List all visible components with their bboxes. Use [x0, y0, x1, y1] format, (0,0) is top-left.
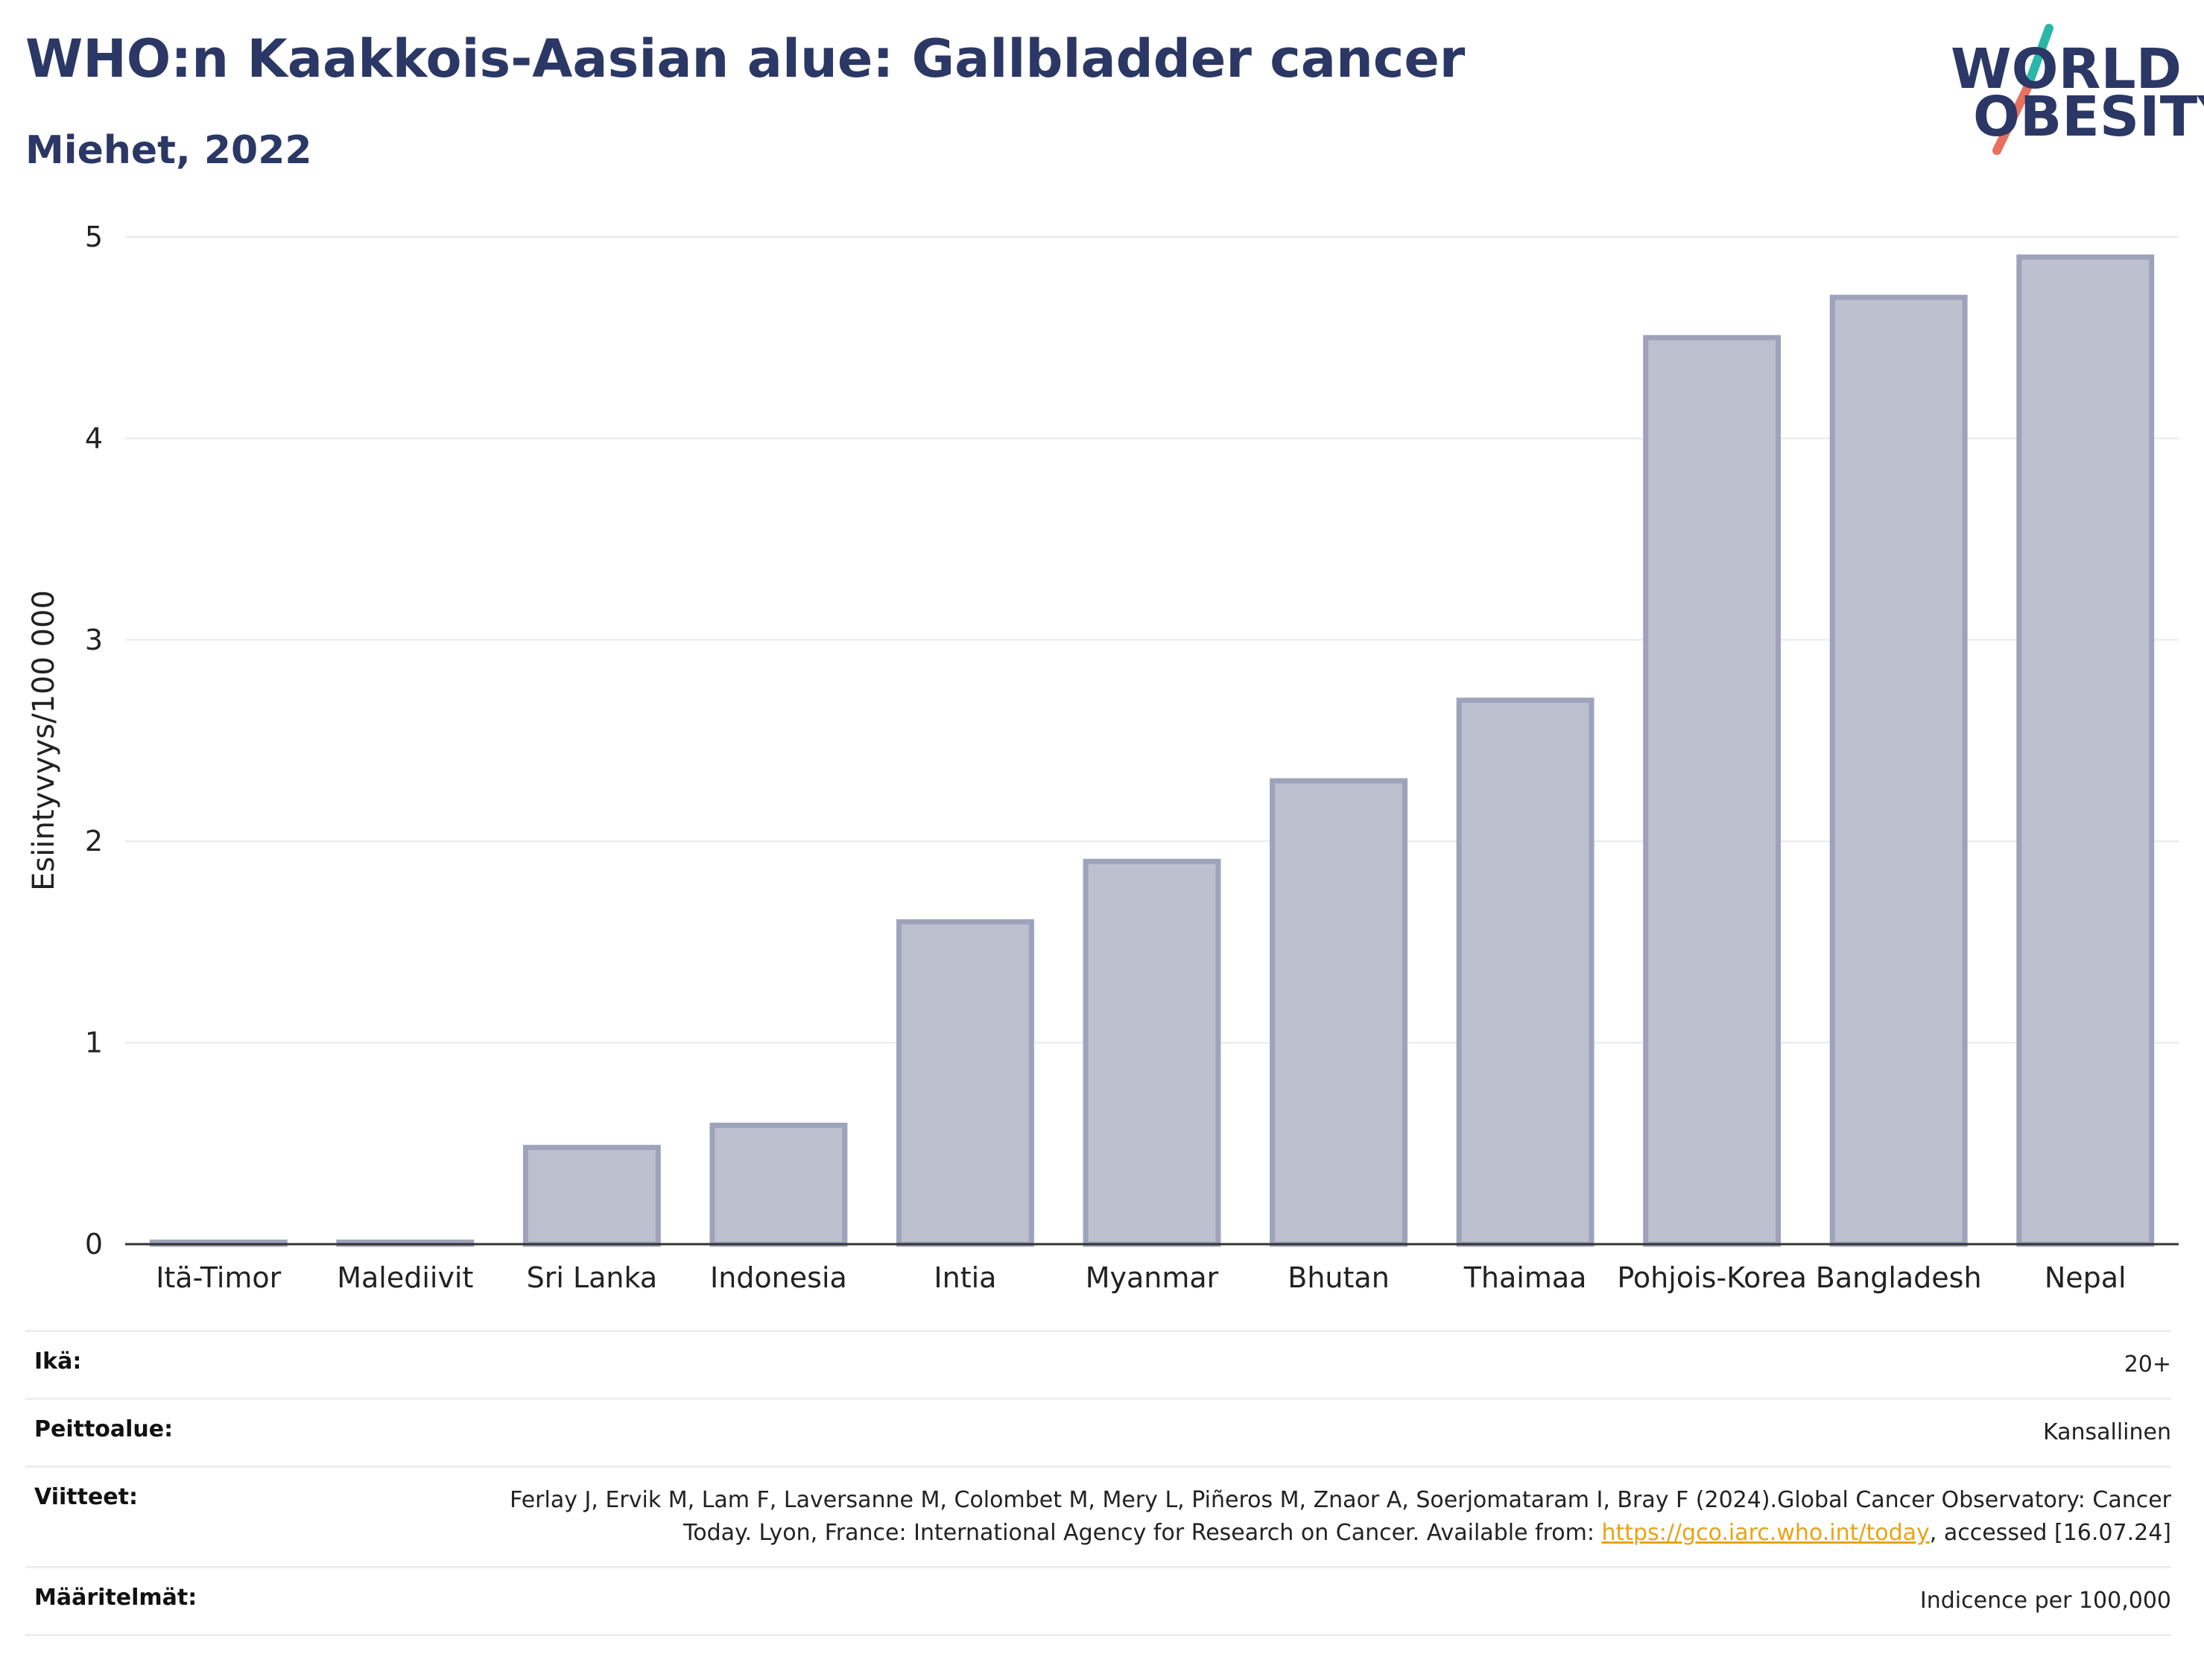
bar[interactable]	[1829, 294, 1968, 1247]
bar[interactable]	[896, 919, 1034, 1247]
world-obesity-logo: WORLD OBESITY	[1937, 22, 2204, 156]
meta-value: 20+	[2124, 1351, 2171, 1378]
chart-title: WHO:n Kaakkois-Aasian alue: Gallbladder …	[25, 28, 1466, 89]
meta-value: Indicence per 100,000	[1919, 1588, 2171, 1614]
y-tick-label: 3	[85, 624, 103, 656]
meta-row-definitions: Määritelmät: Indicence per 100,000	[25, 1566, 2171, 1636]
x-tick-label: Intia	[934, 1261, 996, 1294]
meta-value: Kansallinen	[2042, 1419, 2171, 1445]
meta-row-coverage: Peittoalue: Kansallinen	[25, 1398, 2171, 1465]
meta-value: Ferlay J, Ervik M, Lam F, Laversanne M, …	[457, 1484, 2171, 1550]
y-tick-label: 2	[85, 825, 103, 858]
x-tick-label: Nepal	[2045, 1261, 2127, 1294]
meta-row-age: Ikä: 20+	[25, 1330, 2171, 1398]
x-tick-label: Sri Lanka	[527, 1261, 658, 1294]
x-tick-label: Bangladesh	[1816, 1261, 1982, 1294]
bar[interactable]	[1643, 335, 1782, 1247]
x-tick-label: Malediivit	[337, 1261, 473, 1294]
bar[interactable]	[1456, 697, 1595, 1247]
reference-text: Ferlay J, Ervik M, Lam F, Laversanne M, …	[510, 1487, 2171, 1546]
bar[interactable]	[1083, 858, 1221, 1247]
logo-text-obesity: OBESITY	[1973, 85, 2204, 149]
x-tick-label: Bhutan	[1288, 1261, 1390, 1294]
reference-link[interactable]: https://gco.iarc.who.int/today	[1601, 1520, 1930, 1546]
y-tick-label: 4	[85, 422, 103, 454]
meta-key: Viitteet:	[34, 1484, 138, 1510]
meta-key: Ikä:	[34, 1348, 82, 1375]
bar[interactable]	[522, 1144, 661, 1247]
bar[interactable]	[709, 1122, 848, 1247]
metadata-table: Ikä: 20+ Peittoalue: Kansallinen Viittee…	[25, 1330, 2171, 1636]
bar[interactable]	[2016, 254, 2155, 1247]
logo-slash-icon	[1992, 24, 2053, 155]
y-tick-label: 1	[85, 1027, 103, 1059]
y-axis-label: Esiintyvyys/100 000	[27, 590, 61, 891]
bar[interactable]	[1270, 778, 1407, 1247]
x-tick-label: Pohjois-Korea	[1617, 1261, 1807, 1294]
meta-key: Määritelmät:	[34, 1585, 197, 1611]
meta-row-references: Viitteet: Ferlay J, Ervik M, Lam F, Lave…	[25, 1465, 2171, 1566]
x-tick-label: Indonesia	[710, 1261, 847, 1294]
logo-text-world: WORLD	[1951, 37, 2182, 101]
x-tick-label: Itä-Timor	[156, 1261, 281, 1294]
bar-chart: 0 1 2 3 4 5 Esiintyvyys/100 000 Itä-Timor Maledi…	[27, 221, 2179, 1294]
reference-accessed: , accessed [16.07.24]	[1929, 1520, 2171, 1546]
y-tick-label: 5	[85, 221, 103, 253]
chart-subtitle: Miehet, 2022	[25, 128, 312, 173]
y-tick-label: 0	[85, 1228, 103, 1261]
meta-key: Peittoalue:	[34, 1416, 174, 1442]
x-tick-label: Myanmar	[1086, 1261, 1219, 1294]
x-tick-label: Thaimaa	[1463, 1261, 1587, 1294]
